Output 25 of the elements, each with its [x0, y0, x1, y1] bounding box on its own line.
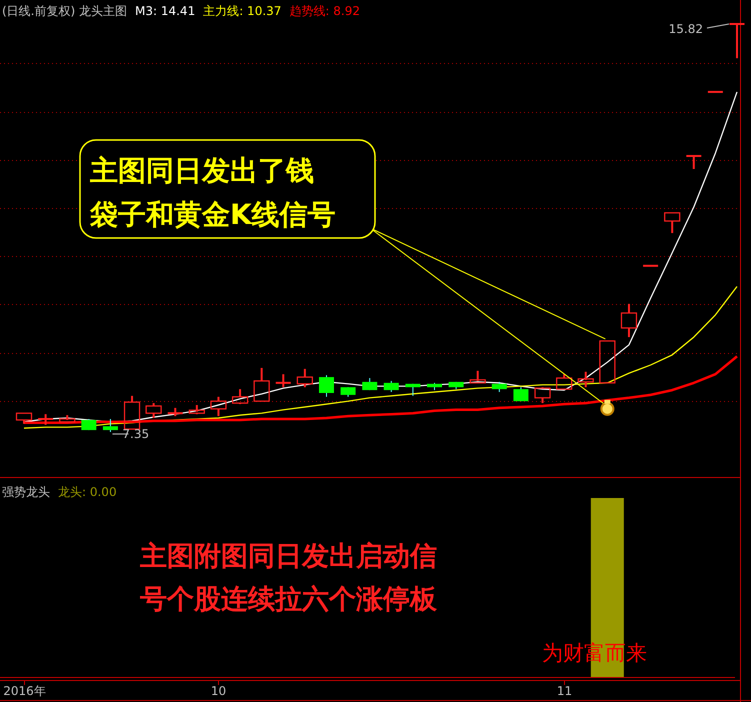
candlestick: [102, 418, 118, 432]
text: M3: 14.41: [135, 4, 196, 18]
candlestick: [730, 23, 744, 60]
candlestick: [340, 386, 356, 398]
chart-title: (日线.前复权) 龙头主图: [2, 4, 127, 18]
x-tick-label: 10: [210, 684, 226, 698]
chart-title: 强势龙头: [2, 485, 50, 499]
candlestick: [384, 380, 399, 393]
text: 主力线: 10.37: [203, 4, 282, 18]
annotation: 7.35: [122, 427, 150, 441]
text: 龙头: 0.00: [58, 485, 117, 499]
candlestick: [513, 386, 528, 402]
candlestick: [620, 302, 638, 338]
text: 趋势线: 8.92: [289, 4, 360, 18]
candlestick: [686, 154, 702, 170]
annotation: 主图同日发出了钱袋子和黄金K线信号: [89, 154, 336, 231]
x-tick-label: 11: [556, 684, 572, 698]
annotation: 主图附图同日发出启动信号个股连续拉六个涨停板: [139, 541, 438, 615]
candlestick: [318, 374, 334, 398]
candlestick: [276, 373, 291, 388]
x-tick-label: 2016年: [3, 684, 46, 698]
candlestick: [362, 378, 378, 391]
candlestick: [492, 381, 507, 393]
annotation: 15.82: [668, 22, 703, 36]
candlestick: [38, 413, 54, 426]
